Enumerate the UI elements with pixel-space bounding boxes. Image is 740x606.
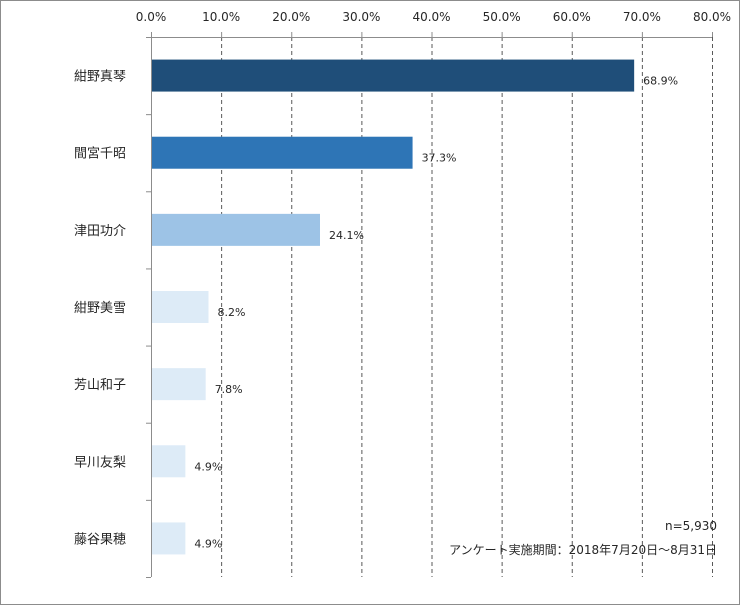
category-label: 津田功介 <box>74 224 126 239</box>
data-label: 68.9% <box>643 75 678 88</box>
data-label: 37.3% <box>422 152 457 165</box>
category-label: 紺野美雪 <box>74 301 126 316</box>
x-tick-label: 10.0% <box>202 10 240 24</box>
bar <box>152 522 186 555</box>
sample-size-note: n=5,930 <box>664 519 717 533</box>
bar <box>152 59 635 92</box>
data-label: 4.9% <box>194 537 222 550</box>
category-label: 芳山和子 <box>74 378 126 393</box>
data-label: 8.2% <box>218 306 246 319</box>
x-tick-label: 70.0% <box>623 10 661 24</box>
survey-period-note: アンケート実施期間：2018年7月20日～8月31日 <box>449 543 717 557</box>
bar <box>152 368 206 401</box>
x-tick-label: 80.0% <box>693 10 731 24</box>
category-label: 間宮千昭 <box>74 146 126 162</box>
x-tick-label: 50.0% <box>483 10 521 24</box>
bar <box>152 213 321 246</box>
x-tick-label: 30.0% <box>342 10 380 24</box>
category-label: 早川友梨 <box>74 454 126 470</box>
bar <box>152 136 413 169</box>
x-tick-label: 0.0% <box>136 10 167 24</box>
x-tick-label: 20.0% <box>272 10 310 24</box>
data-label: 24.1% <box>329 229 364 242</box>
x-tick-label: 60.0% <box>553 10 591 24</box>
data-label: 4.9% <box>194 460 222 473</box>
data-label: 7.8% <box>215 383 243 396</box>
category-label: 藤谷果穂 <box>74 532 126 547</box>
bar <box>152 445 186 478</box>
x-tick-label: 40.0% <box>412 10 450 24</box>
bar <box>152 291 209 323</box>
category-label: 紺野真琴 <box>74 70 126 85</box>
